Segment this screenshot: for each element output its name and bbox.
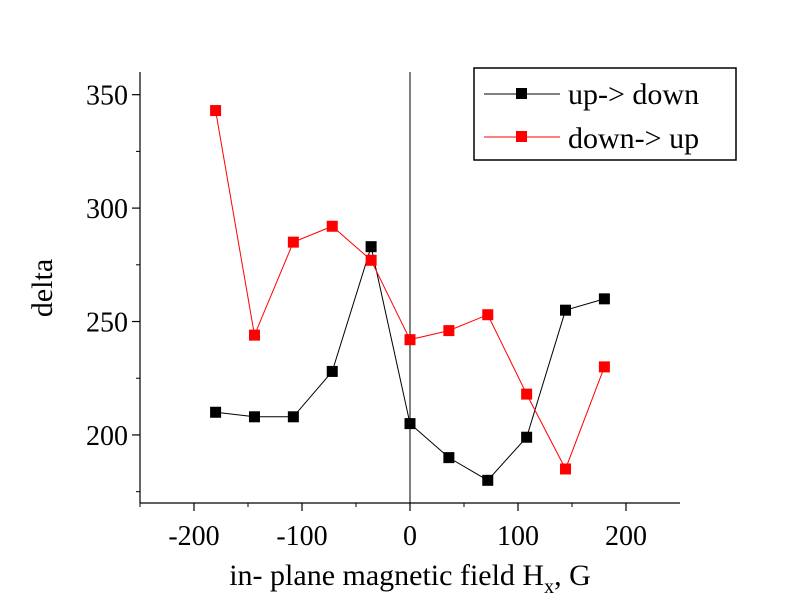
data-point [287,236,299,248]
data-point [443,452,455,464]
legend-box [473,67,737,161]
data-point [521,431,533,443]
data-point [443,325,455,337]
data-point [326,365,338,377]
data-point [210,406,222,418]
y-tick-label: 200 [86,421,128,452]
data-point [210,105,222,117]
y-tick-label: 250 [86,308,128,339]
x-axis-label-unit: , G [554,559,591,592]
x-tick-label: -100 [276,521,327,552]
x-tick-label: 200 [605,521,647,552]
data-point [560,463,572,475]
data-point [560,304,572,316]
x-axis-label: in- plane magnetic field Hx, G [229,559,591,598]
x-tick-label: -200 [168,521,219,552]
data-point [482,474,494,486]
data-point [287,411,299,423]
legend-label-up-down: up-> down [568,78,699,111]
ticks: -200 -100 0 100 200 200 250 300 350 [86,81,647,552]
data-point [404,334,416,346]
y-axis-label: delta [26,259,59,317]
data-point [248,411,260,423]
series-up-down [210,241,610,486]
legend-marker-up-down [516,88,527,99]
x-tick-label: 100 [497,521,539,552]
data-point [365,254,377,266]
legend-marker-down-up [516,131,527,142]
legend: up-> down down-> up [473,67,737,161]
data-point [482,309,494,321]
x-tick-label: 0 [403,521,417,552]
data-point [404,418,416,430]
x-axis-label-subscript: x [544,576,554,598]
data-point [365,241,377,253]
series-layer [210,105,610,486]
data-point [248,329,260,341]
y-tick-label: 300 [86,194,128,225]
series-down-up [210,105,610,475]
data-point [326,220,338,232]
y-tick-label: 350 [86,81,128,112]
legend-label-down-up: down-> up [568,122,699,155]
data-point [521,388,533,400]
data-point [598,293,610,305]
data-point [598,361,610,373]
x-axis-label-main: in- plane magnetic field H [229,559,544,592]
